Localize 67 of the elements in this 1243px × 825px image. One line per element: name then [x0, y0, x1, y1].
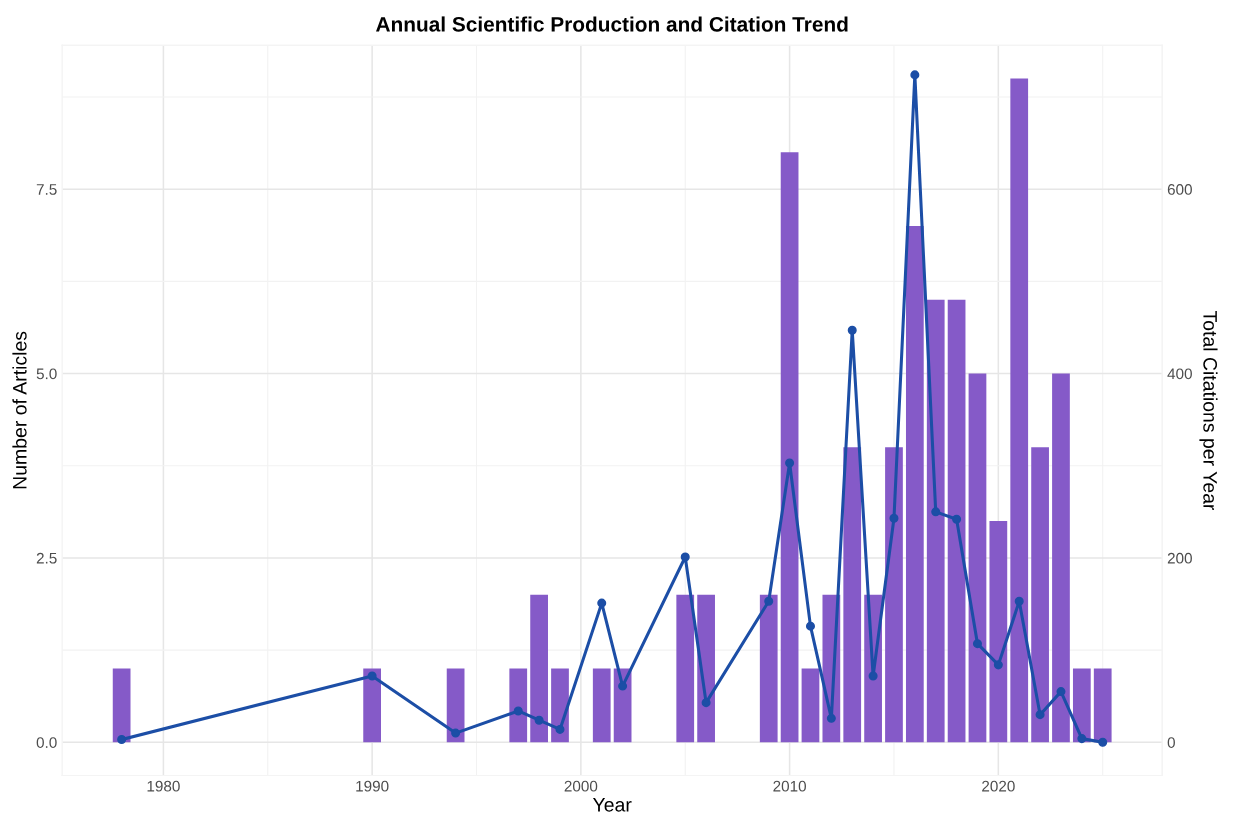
bar — [1052, 373, 1070, 743]
y-tick-label: 5.0 — [36, 368, 57, 380]
chart-title: Annual Scientific Production and Citation Trend — [376, 16, 848, 32]
x-tick-label: 1990 — [356, 780, 389, 792]
bar — [530, 594, 548, 743]
bar — [112, 668, 131, 743]
y2-tick-label: 200 — [1167, 552, 1192, 564]
x-tick-label: 1980 — [147, 780, 180, 792]
bar — [1010, 78, 1029, 743]
bar — [905, 226, 924, 743]
point — [1098, 737, 1108, 747]
point — [451, 728, 461, 738]
bar — [926, 299, 945, 743]
bar — [363, 668, 381, 743]
point — [701, 698, 711, 708]
point — [764, 596, 774, 606]
y2-axis-title: Total Citations per Year — [1199, 310, 1218, 511]
bar — [801, 668, 820, 743]
point — [910, 70, 920, 80]
point — [618, 681, 628, 691]
y-tick-label: 7.5 — [36, 184, 57, 195]
x-axis-title: Year — [592, 798, 632, 812]
bar — [697, 594, 715, 743]
x-tick-label: 2010 — [773, 780, 806, 792]
bar — [759, 594, 778, 743]
bar — [592, 668, 611, 743]
bar — [843, 447, 862, 743]
bar — [947, 299, 966, 743]
point — [805, 621, 815, 631]
point — [972, 639, 982, 649]
bar — [1031, 447, 1049, 743]
bar — [1093, 668, 1112, 743]
y2-tick-label: 0 — [1167, 737, 1175, 748]
x-tick-label: 2020 — [982, 780, 1015, 792]
point — [952, 514, 962, 524]
point — [1056, 687, 1066, 697]
point — [826, 713, 836, 723]
y2-tick-label: 400 — [1167, 368, 1192, 380]
point — [1035, 710, 1045, 720]
point — [1077, 734, 1087, 744]
point — [993, 660, 1003, 670]
bar — [780, 152, 799, 743]
point — [785, 458, 795, 468]
y-tick-label: 0.0 — [36, 737, 57, 748]
point — [889, 513, 899, 523]
bar — [676, 594, 695, 743]
y2-tick-label: 600 — [1167, 184, 1192, 195]
bar — [968, 373, 987, 743]
point — [868, 671, 878, 681]
point — [117, 735, 127, 745]
point — [555, 724, 565, 734]
bar — [885, 447, 903, 743]
point — [534, 715, 544, 725]
point — [1014, 596, 1024, 606]
point — [597, 598, 607, 608]
y-axis-title: Number of Articles — [12, 331, 27, 489]
bar — [1072, 668, 1091, 743]
bar — [989, 521, 1008, 743]
bar — [446, 668, 465, 743]
x-tick-label: 2000 — [564, 780, 598, 792]
bar — [509, 668, 528, 743]
point — [680, 552, 690, 562]
point — [367, 671, 377, 681]
point — [513, 706, 523, 716]
y-tick-label: 2.5 — [36, 552, 57, 564]
point — [847, 325, 857, 335]
point — [931, 507, 941, 517]
